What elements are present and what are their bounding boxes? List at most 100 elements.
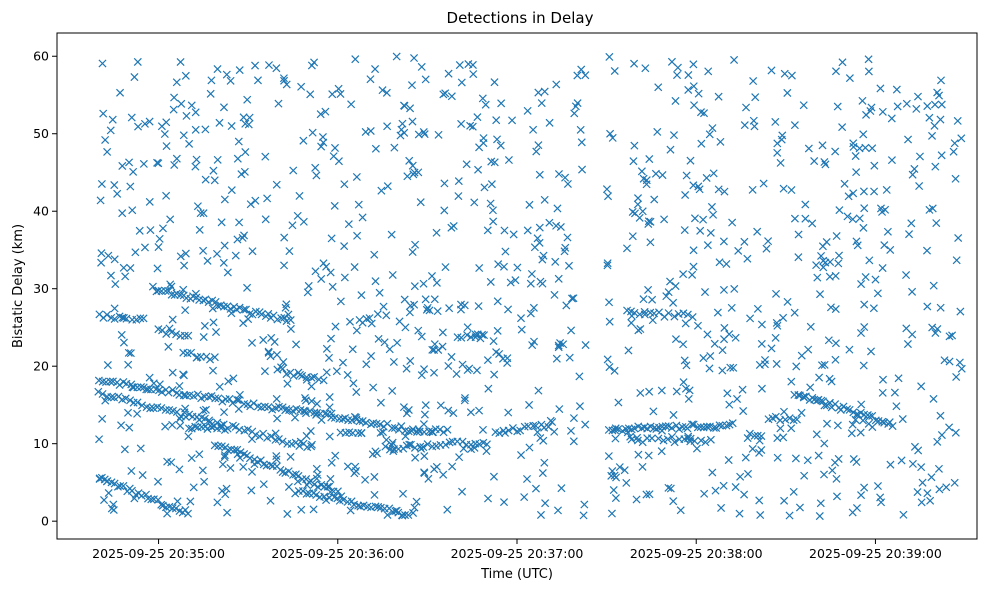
detection-point xyxy=(553,204,562,213)
detection-point xyxy=(196,209,205,218)
detection-point xyxy=(444,361,453,371)
detection-point xyxy=(757,339,766,348)
detection-point xyxy=(286,324,295,333)
y-tick-label: 60 xyxy=(33,49,49,64)
detection-point xyxy=(887,156,896,165)
detection-point xyxy=(370,490,379,499)
detection-point xyxy=(266,496,275,505)
detection-point xyxy=(474,165,483,174)
detection-point xyxy=(815,373,824,382)
detection-point xyxy=(669,298,678,307)
detection-point xyxy=(351,467,361,476)
detection-point xyxy=(577,138,586,147)
detection-point xyxy=(193,202,202,211)
detection-point xyxy=(757,432,766,441)
detection-point xyxy=(166,215,175,224)
detection-point xyxy=(534,141,543,150)
detection-point xyxy=(218,460,227,469)
detection-point xyxy=(931,328,940,338)
detection-point xyxy=(833,421,842,430)
detection-point xyxy=(539,251,548,260)
detection-point xyxy=(630,59,639,68)
detection-point xyxy=(470,198,479,207)
detection-point xyxy=(146,226,155,235)
detection-point xyxy=(630,209,640,218)
detection-point xyxy=(220,451,229,460)
detection-point xyxy=(161,405,170,414)
detection-point xyxy=(523,106,532,115)
detection-point xyxy=(538,469,547,478)
detection-point xyxy=(166,280,175,289)
detection-point xyxy=(380,338,389,347)
detection-point xyxy=(195,225,204,234)
detection-point xyxy=(702,173,711,182)
detection-point xyxy=(719,285,728,294)
detection-point xyxy=(694,89,703,98)
detection-point xyxy=(913,488,922,497)
detection-point xyxy=(506,278,515,287)
detection-point xyxy=(277,363,286,372)
detection-point xyxy=(857,491,866,500)
detection-point xyxy=(620,466,629,475)
detection-point xyxy=(724,456,733,465)
detection-point xyxy=(950,478,959,487)
detection-point xyxy=(731,483,740,492)
detection-point xyxy=(191,125,200,134)
detection-point xyxy=(917,498,926,507)
detection-point xyxy=(751,93,760,102)
detection-point xyxy=(280,313,289,322)
detection-point xyxy=(420,365,429,374)
detection-point xyxy=(933,88,942,97)
detection-point xyxy=(684,432,693,441)
detection-point xyxy=(933,437,942,446)
detection-point xyxy=(259,480,268,489)
detection-point xyxy=(504,305,513,314)
detection-point xyxy=(136,314,145,323)
detection-point xyxy=(719,237,728,246)
detection-point xyxy=(409,508,418,517)
detection-point xyxy=(783,88,792,97)
detection-point xyxy=(672,421,681,430)
detection-point xyxy=(792,415,801,424)
detection-point xyxy=(917,382,926,391)
detection-point xyxy=(658,171,667,180)
detection-point xyxy=(627,311,636,320)
detection-point xyxy=(419,128,428,137)
detection-point xyxy=(728,419,737,428)
detection-point xyxy=(290,413,300,422)
detection-point xyxy=(483,226,492,235)
y-axis: 0 10 20 30 40 50 60 xyxy=(33,49,57,529)
detection-point xyxy=(420,452,429,461)
detection-point xyxy=(319,259,328,268)
detection-point xyxy=(704,67,713,76)
detection-point xyxy=(709,169,718,178)
detection-point xyxy=(338,358,348,367)
detection-point xyxy=(181,412,190,421)
detection-point xyxy=(832,474,841,483)
detection-point xyxy=(550,427,559,436)
detection-point xyxy=(333,487,342,496)
detection-point xyxy=(859,361,868,370)
detection-point xyxy=(210,176,219,185)
detection-point xyxy=(206,89,215,98)
detection-point xyxy=(239,319,248,328)
detection-point xyxy=(455,453,464,462)
detection-point xyxy=(529,337,539,346)
detection-point xyxy=(272,452,281,461)
detection-point xyxy=(878,417,887,426)
detection-point xyxy=(537,99,546,108)
detection-point xyxy=(217,218,226,227)
detection-point xyxy=(162,329,171,338)
detection-point xyxy=(604,192,613,201)
detection-point xyxy=(234,137,243,146)
detection-point xyxy=(199,246,208,255)
detection-point xyxy=(307,440,316,449)
detection-point xyxy=(161,286,170,296)
detection-point xyxy=(299,136,308,145)
detection-point xyxy=(251,61,260,70)
detection-point xyxy=(140,243,149,252)
detection-point xyxy=(145,117,154,126)
detection-point xyxy=(499,498,509,507)
detection-point xyxy=(722,259,731,268)
detection-point xyxy=(468,122,477,131)
